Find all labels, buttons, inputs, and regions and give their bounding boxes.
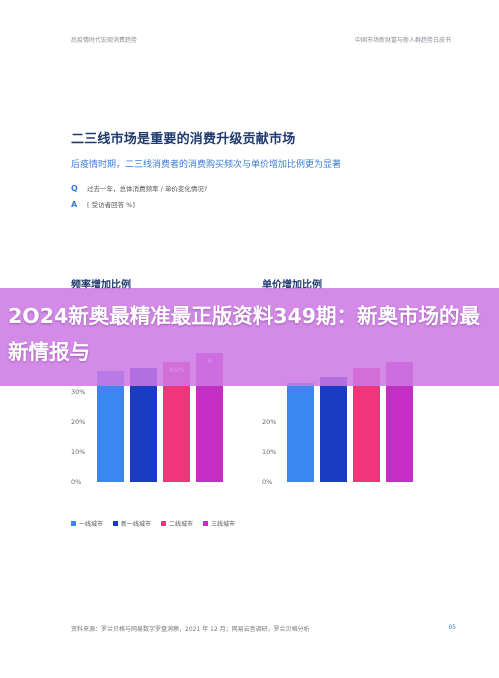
banner-text: 2O24新奥最精准最正版资料349期：新奥市场的最新情报与 (8, 304, 481, 364)
header-right-title: 中国市场新财富与新人群趋势白皮书 (354, 37, 451, 44)
y-tick-unit-price-1: 10% (262, 448, 276, 456)
y-tick-frequency-3: 30% (71, 388, 85, 396)
header-left-title: 后疫情时代宏观消费趋势 (71, 37, 138, 44)
legend-item-tier2: 二线城市 (161, 519, 193, 528)
legend-swatch-tier1 (71, 521, 76, 526)
y-tick-unit-price-0: 0% (262, 478, 272, 486)
legend-swatch-tier2 (161, 521, 167, 526)
bar-frequency-1 (130, 368, 157, 482)
bar-unit-price-2 (353, 368, 380, 482)
legend-label-tier3: 三线城市 (211, 521, 236, 528)
legend-item-new-tier1: 新一线城市 (113, 519, 151, 528)
overlay-banner: 2O24新奥最精准最正版资料349期：新奥市场的最新情报与 (0, 288, 499, 386)
answer-label: A (71, 200, 78, 209)
legend-label-new-tier1: 新一线城市 (121, 521, 152, 528)
source-note: 资料来源：罗兰贝格与网易数字罗盘洞察，2021 年 12 月；网易云音调研，罗兰… (71, 626, 310, 633)
y-tick-unit-price-2: 20% (262, 418, 276, 426)
chart-title-frequency: 频率增加比例 (71, 280, 131, 291)
question-line: Q 过去一年，总体消费频率 / 单价变化情况? (71, 183, 207, 193)
legend-swatch-new-tier1 (113, 521, 119, 526)
legend-swatch-tier3 (203, 521, 209, 526)
answer-text: [ 受访者回答 %] (87, 201, 135, 209)
chart-title-unit-price: 单价增加比例 (262, 280, 322, 291)
page-number: 05 (448, 624, 456, 631)
page-subtitle: 后疫情时期，二三线消费者的消费购买频次与单价增加比例更为显著 (71, 160, 342, 170)
legend-label-tier1: 一线城市 (79, 521, 104, 528)
question-text: 过去一年，总体消费频率 / 单价变化情况? (87, 185, 208, 193)
legend-label-tier2: 二线城市 (169, 521, 194, 528)
bar-unit-price-0 (287, 383, 314, 482)
question-label: Q (71, 184, 78, 193)
bar-frequency-0 (97, 371, 124, 482)
chart-legend: 一线城市 新一线城市 二线城市 三线城市 (71, 519, 235, 528)
answer-line: A [ 受访者回答 %] (71, 199, 135, 209)
legend-item-tier3: 三线城市 (203, 519, 235, 528)
legend-item-tier1: 一线城市 (71, 519, 103, 528)
y-tick-frequency-1: 10% (71, 448, 85, 456)
y-tick-frequency-2: 20% (71, 418, 85, 426)
bar-unit-price-1 (320, 377, 347, 482)
page-title: 二三线市场是重要的消费升级贡献市场 (71, 132, 296, 147)
y-tick-frequency-0: 0% (71, 478, 81, 486)
